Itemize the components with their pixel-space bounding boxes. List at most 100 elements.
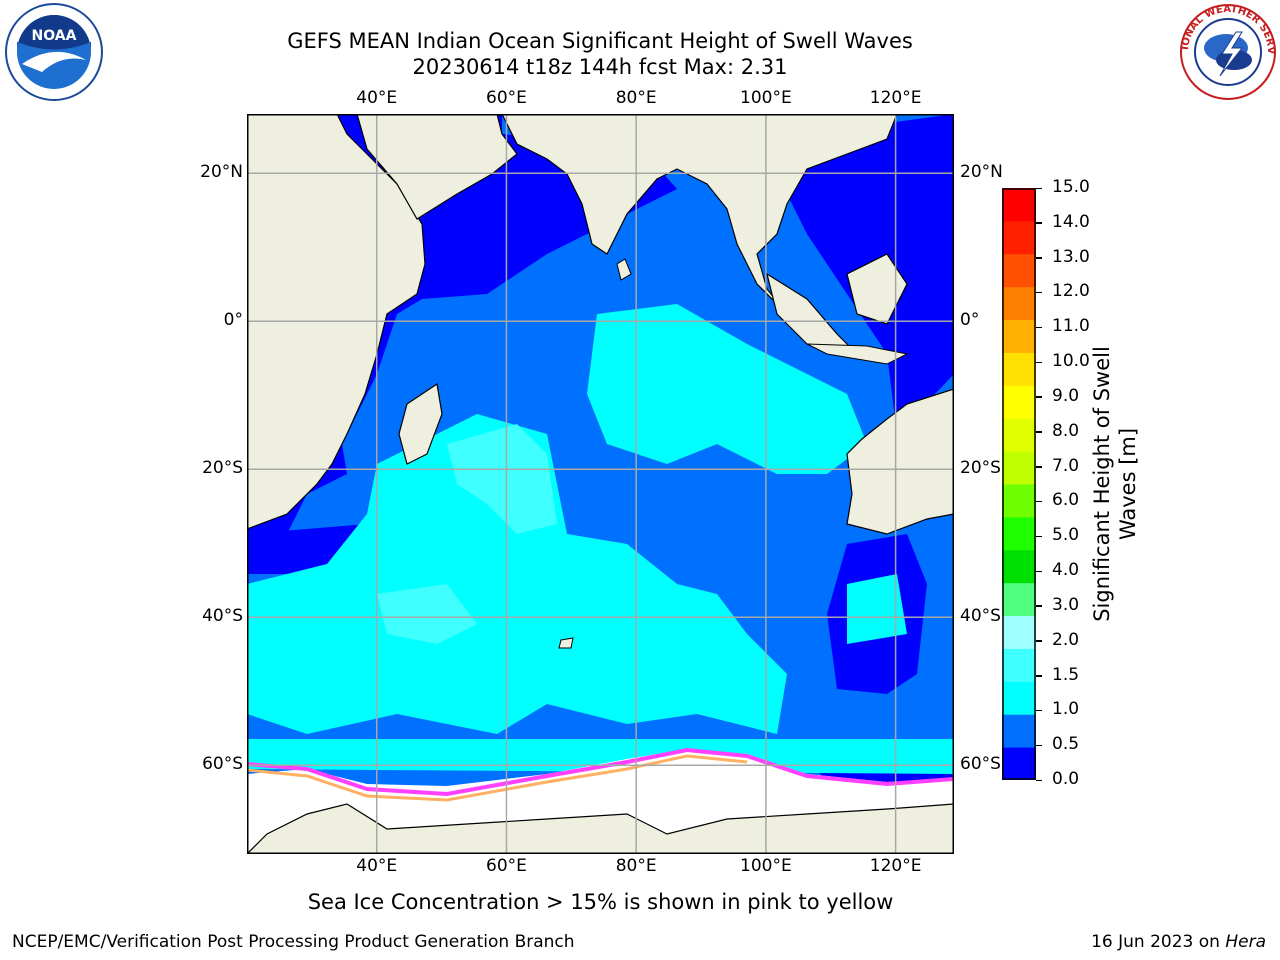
lon-tick-label: 100°E xyxy=(740,88,792,108)
colorbar-tick-mark xyxy=(1036,535,1042,538)
colorbar-tick-label: 0.5 xyxy=(1052,734,1080,755)
java-land xyxy=(806,343,909,365)
map-panel xyxy=(247,114,954,854)
lat-tick-label: 0° xyxy=(960,310,980,331)
colorbar-tick-mark xyxy=(1036,396,1042,398)
colorbar-segment xyxy=(1002,484,1036,518)
colorbar-tick-mark xyxy=(1036,744,1042,747)
colorbar-tick-mark xyxy=(1036,257,1042,259)
colorbar-tick-label: 13.0 xyxy=(1052,246,1090,267)
colorbar-segment xyxy=(1002,418,1036,452)
colorbar-tick-mark xyxy=(1036,675,1042,677)
colorbar-tick-label: 12.0 xyxy=(1052,281,1090,302)
nws-logo: NATIONAL WEATHER SERVICE xyxy=(1176,2,1276,100)
colorbar-tick-mark xyxy=(1036,500,1042,503)
colorbar-tick-label: 10.0 xyxy=(1052,351,1090,372)
madagascar-land xyxy=(398,382,443,465)
colorbar-label-line2: Waves [m] xyxy=(1116,427,1140,541)
lon-tick-label: 60°E xyxy=(486,856,527,876)
colorbar-segment xyxy=(1002,253,1036,288)
australia-land xyxy=(846,388,954,535)
sri-lanka-land xyxy=(616,258,632,281)
lat-tick-label: 40°S xyxy=(960,606,1001,627)
lat-tick-label: 20°S xyxy=(202,458,243,479)
colorbar-tick-label: 7.0 xyxy=(1052,455,1080,476)
swell-band-1.5-2.0 xyxy=(377,424,557,644)
colorbar-tick-mark xyxy=(1036,187,1042,189)
colorbar-tick-mark xyxy=(1036,570,1042,573)
colorbar-tick-label: 5.0 xyxy=(1052,525,1080,546)
colorbar-tick-label: 15.0 xyxy=(1052,177,1090,197)
colorbar-segment xyxy=(1002,286,1036,321)
colorbar-tick-mark xyxy=(1036,779,1042,781)
colorbar-tick-label: 0.0 xyxy=(1052,769,1080,789)
colorbar-segment xyxy=(1002,319,1036,353)
asia-land xyxy=(501,114,898,315)
colorbar xyxy=(1002,188,1036,780)
colorbar-tick-label: 9.0 xyxy=(1052,385,1080,406)
lat-tick-label: 20°N xyxy=(960,162,1003,183)
colorbar-segment xyxy=(1002,451,1036,485)
footer-date: 16 Jun 2023 on Hera xyxy=(1091,932,1266,952)
colorbar-segment xyxy=(1002,188,1036,222)
sea-ice-edge xyxy=(247,747,954,797)
colorbar-tick-label: 4.0 xyxy=(1052,560,1080,581)
chart-title: GEFS MEAN Indian Ocean Significant Heigh… xyxy=(287,29,913,53)
colorbar-segment xyxy=(1002,714,1036,748)
colorbar-segment xyxy=(1002,549,1036,584)
borneo-land xyxy=(846,253,908,325)
footer-credit: NCEP/EMC/Verification Post Processing Pr… xyxy=(12,932,575,952)
lat-tick-label: 60°S xyxy=(202,754,243,775)
lon-tick-label: 40°E xyxy=(356,88,398,108)
colorbar-tick-mark xyxy=(1036,326,1042,329)
kerguelen-land xyxy=(558,637,574,649)
colorbar-segment xyxy=(1002,352,1036,386)
colorbar-segment xyxy=(1002,385,1036,419)
noaa-logo-text: NOAA xyxy=(32,28,77,44)
colorbar-tick-label: 1.0 xyxy=(1052,699,1080,720)
footer-date-text: 16 Jun 2023 on xyxy=(1091,932,1226,952)
colorbar-segment xyxy=(1002,582,1036,617)
colorbar-tick-label: 2.0 xyxy=(1052,629,1080,650)
colorbar-tick-label: 14.0 xyxy=(1052,211,1090,232)
colorbar-tick-mark xyxy=(1036,222,1042,224)
arabia-land xyxy=(356,114,518,220)
colorbar-tick-mark xyxy=(1036,605,1042,607)
chart-subtitle: 20230614 t18z 144h fcst Max: 2.31 xyxy=(412,55,788,79)
lon-tick-label: 120°E xyxy=(869,88,922,108)
lon-tick-label: 80°E xyxy=(615,88,657,108)
colorbar-frame xyxy=(1002,188,1036,780)
lat-tick-label: 20°S xyxy=(960,458,1001,479)
footer-machine: Hera xyxy=(1225,932,1266,952)
colorbar-segment xyxy=(1002,220,1036,255)
colorbar-tick-mark xyxy=(1036,709,1042,712)
colorbar-tick-label: 6.0 xyxy=(1052,490,1080,511)
lat-tick-label: 60°S xyxy=(960,754,1001,775)
lon-tick-label: 40°E xyxy=(356,856,398,876)
lon-tick-label: 100°E xyxy=(740,856,792,876)
colorbar-tick-mark xyxy=(1036,466,1042,468)
antarctica-land xyxy=(247,803,954,854)
map-frame xyxy=(247,114,954,854)
colorbar-tick-label: 11.0 xyxy=(1052,316,1090,337)
lon-tick-label: 120°E xyxy=(869,856,922,876)
graticule xyxy=(247,114,954,854)
colorbar-tick-mark xyxy=(1036,431,1042,433)
lat-tick-label: 20°N xyxy=(200,162,243,183)
colorbar-tick-mark xyxy=(1036,291,1042,294)
colorbar-segment xyxy=(1002,648,1036,682)
noaa-logo: NOAA xyxy=(5,3,103,101)
sea-ice-edge-orange xyxy=(247,754,748,802)
lat-tick-label: 0° xyxy=(223,310,243,331)
colorbar-tick-mark xyxy=(1036,640,1042,642)
lat-tick-label: 40°S xyxy=(202,606,243,627)
colorbar-segment xyxy=(1002,516,1036,551)
lon-tick-label: 80°E xyxy=(615,856,657,876)
colorbar-segment xyxy=(1002,747,1036,780)
colorbar-tick-mark xyxy=(1036,361,1042,364)
colorbar-tick-label: 8.0 xyxy=(1052,420,1080,441)
colorbar-tick-label: 1.5 xyxy=(1052,664,1080,685)
colorbar-label-line1: Significant Height of Swell xyxy=(1090,346,1114,622)
colorbar-segment xyxy=(1002,681,1036,715)
sea-ice-note: Sea Ice Concentration > 15% is shown in … xyxy=(307,890,894,914)
